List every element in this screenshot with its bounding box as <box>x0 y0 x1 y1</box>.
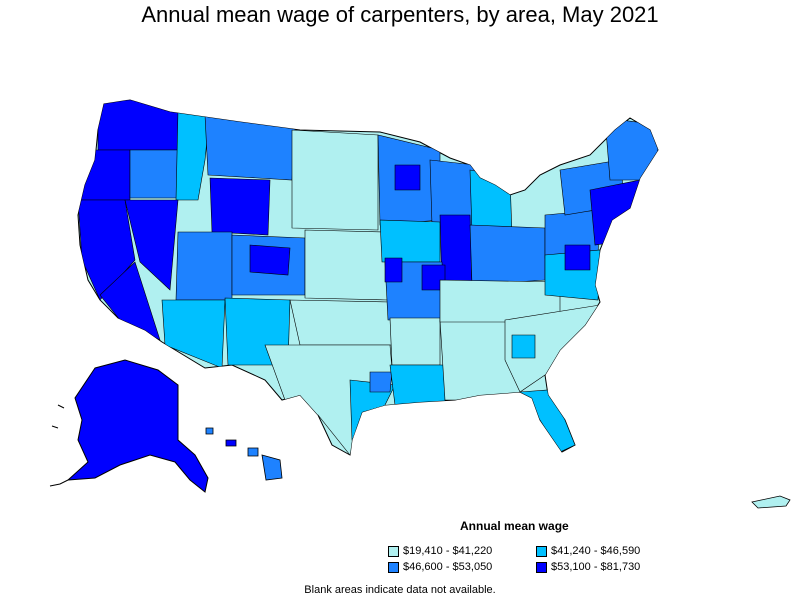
legend-swatch-3 <box>388 561 399 573</box>
legend-swatch-2 <box>536 545 547 557</box>
region-nebraska-kansas <box>304 229 389 301</box>
hawaii-big-island <box>261 454 283 481</box>
hawaii-maui <box>247 447 259 457</box>
alaska-aleutians <box>49 404 69 487</box>
region-oregon-east <box>129 149 179 199</box>
legend: $19,410 - $41,220 $41,240 - $46,590 $46,… <box>388 545 688 579</box>
region-oregon-west <box>79 149 131 201</box>
region-louisiana <box>389 364 446 406</box>
region-dakotas <box>291 129 379 231</box>
legend-swatch-4 <box>536 561 547 573</box>
region-texas-houston <box>369 371 393 393</box>
region-oklahoma <box>289 299 393 346</box>
region-wyoming <box>209 177 271 236</box>
map-title: Annual mean wage of carpenters, by area,… <box>141 2 659 27</box>
puerto-rico-shape <box>751 495 791 509</box>
hawaii-oahu <box>225 439 237 447</box>
legend-label-1: $19,410 - $41,220 <box>403 545 493 557</box>
legend-swatch-1 <box>388 545 399 557</box>
legend-label-4: $53,100 - $81,730 <box>551 561 641 573</box>
region-colorado-metro <box>249 244 291 276</box>
hawaii-kauai <box>205 427 214 435</box>
region-dc-metro <box>564 244 591 271</box>
region-kansas-city <box>384 257 403 283</box>
region-florida <box>519 389 576 453</box>
region-montana <box>204 114 296 181</box>
contiguous-us <box>77 99 659 456</box>
region-california-south <box>99 261 161 341</box>
region-washington <box>97 100 181 151</box>
legend-item-3: $46,600 - $53,050 <box>388 561 492 573</box>
hawaii <box>205 427 283 481</box>
region-iowa <box>379 219 441 263</box>
region-indiana-ohio <box>469 224 546 286</box>
region-utah <box>175 231 233 301</box>
region-new-england <box>604 117 658 181</box>
legend-item-2: $41,240 - $46,590 <box>536 545 640 557</box>
region-nevada <box>124 199 179 291</box>
region-arkansas <box>389 317 441 366</box>
legend-label-2: $41,240 - $46,590 <box>551 545 641 557</box>
alaska <box>49 359 209 493</box>
region-minneapolis <box>394 164 421 191</box>
data-availability-note: Blank areas indicate data not available. <box>304 584 496 596</box>
puerto-rico <box>751 495 791 509</box>
region-atlanta <box>511 334 536 359</box>
legend-item-4: $53,100 - $81,730 <box>536 561 640 573</box>
legend-label-3: $46,600 - $53,050 <box>403 561 493 573</box>
alaska-shape <box>66 359 209 493</box>
region-northeast-corridor <box>589 179 641 246</box>
legend-item-1: $19,410 - $41,220 <box>388 545 492 557</box>
legend-title: Annual mean wage <box>460 519 569 533</box>
